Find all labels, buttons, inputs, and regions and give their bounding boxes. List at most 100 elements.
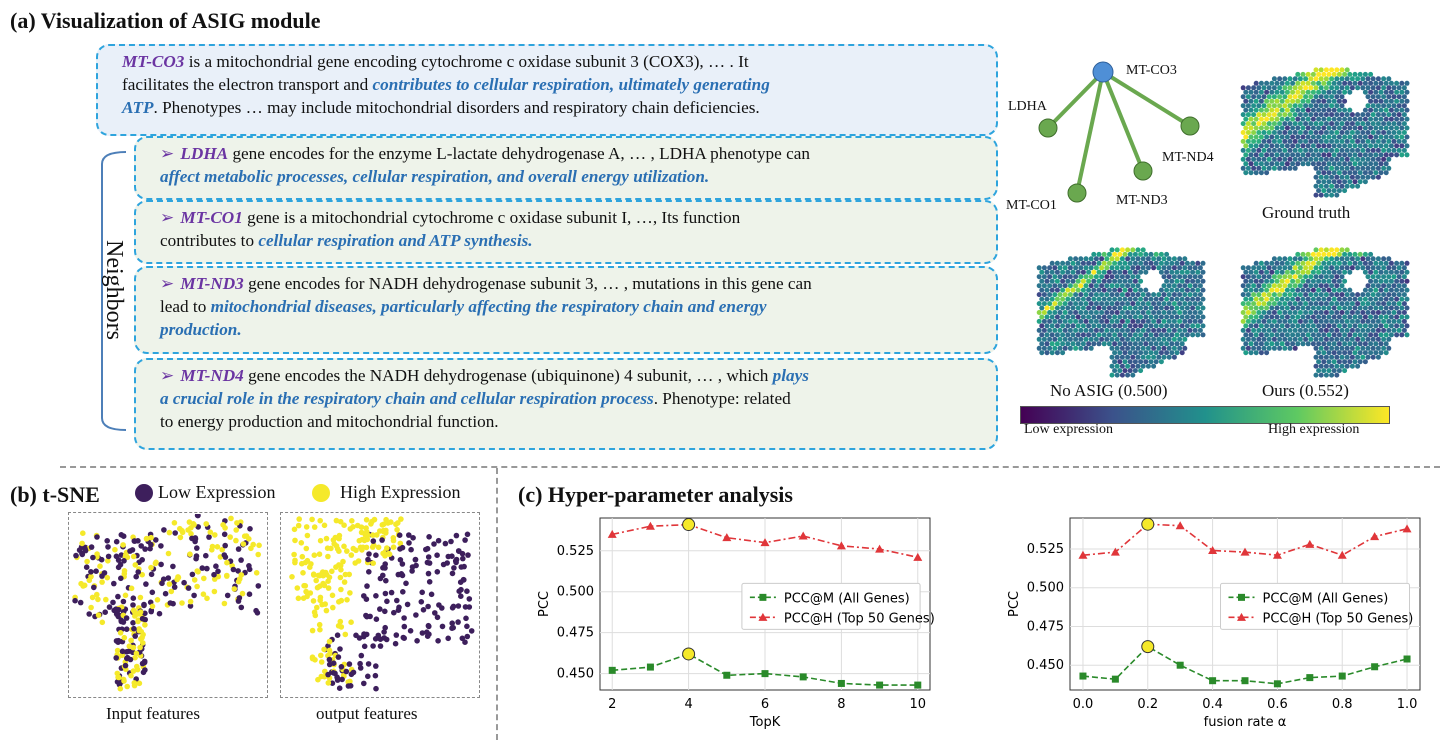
tsne-point — [357, 665, 364, 671]
tsne-point — [401, 615, 407, 621]
tsne-point — [72, 597, 78, 604]
tsne-point — [312, 612, 319, 619]
tsne-point — [434, 614, 441, 621]
tsne-point — [105, 544, 111, 550]
tsne-point — [336, 685, 343, 691]
tsne-point — [316, 551, 323, 557]
tsne-point — [167, 600, 174, 606]
data-point — [646, 663, 654, 671]
tsne-point — [195, 569, 201, 575]
data-point — [760, 538, 770, 547]
tsne-point — [336, 599, 342, 605]
tsne-point — [127, 548, 133, 554]
tsne-point — [448, 538, 454, 545]
tsne-point — [80, 583, 86, 589]
tsne-point — [82, 545, 88, 552]
tsne-point — [86, 611, 92, 617]
tsne-point — [139, 615, 146, 622]
neighbor-highlight: mitochondrial diseases, particularly aff… — [210, 297, 767, 316]
tsne-point — [115, 593, 121, 600]
tsne-point — [139, 557, 145, 563]
data-point — [1110, 547, 1120, 556]
tsne-point — [156, 610, 163, 617]
tsne-point — [439, 605, 445, 611]
tsne-point — [177, 534, 184, 541]
tsne-point — [343, 668, 350, 675]
data-point — [1079, 672, 1087, 680]
tsne-point — [130, 602, 136, 608]
plot-frame — [1069, 517, 1421, 691]
tsne-point — [139, 571, 145, 578]
tsne-point — [373, 593, 379, 599]
data-point — [1175, 521, 1185, 530]
tsne-point — [128, 585, 135, 592]
tsne-point — [121, 558, 127, 564]
tsne-point — [350, 669, 357, 676]
tsne-point — [234, 520, 240, 526]
tsne-point — [315, 676, 321, 683]
y-tick-label: 0.525 — [557, 544, 594, 559]
tsne-point — [380, 521, 387, 528]
tsne-point — [292, 559, 298, 566]
tsne-point — [339, 676, 345, 683]
tsne-point — [142, 622, 148, 628]
tsne-point — [334, 632, 341, 638]
data-point — [1240, 547, 1250, 556]
tsne-point — [204, 565, 210, 572]
tsne-point — [148, 571, 155, 578]
tsne-point — [409, 564, 416, 570]
tsne-point — [458, 586, 464, 593]
tsne-point — [462, 537, 468, 543]
tsne-point — [221, 531, 228, 538]
tsne-point — [347, 590, 353, 596]
tsne-point — [338, 586, 344, 593]
neighbor-gene-name: MT-CO1 — [180, 208, 243, 227]
node-mt-co3 — [1092, 61, 1114, 83]
tsne-point — [91, 584, 97, 591]
input-features-frame — [68, 512, 268, 698]
neighbor-box-mt-co1: ➢ MT-CO1 gene is a mitochondrial cytochro… — [134, 200, 998, 264]
tsne-point — [246, 536, 252, 542]
tsne-point — [222, 542, 228, 549]
x-tick-label: 0.8 — [1332, 697, 1353, 712]
tsne-point — [342, 631, 349, 638]
tsne-point — [363, 612, 369, 619]
tsne-point — [131, 680, 138, 686]
tsne-point — [165, 550, 172, 557]
legend-marker — [759, 593, 767, 601]
neighbor-highlight: plays — [772, 366, 809, 385]
tsne-point — [404, 601, 411, 608]
tsne-point — [238, 604, 245, 611]
tsne-point — [255, 583, 262, 589]
tsne-point — [83, 564, 90, 570]
tsne-point — [428, 591, 435, 598]
tsne-point — [380, 550, 386, 557]
tsne-point — [224, 572, 230, 579]
data-point — [1337, 550, 1347, 559]
tsne-point — [76, 547, 83, 553]
tsne-point — [363, 517, 370, 523]
tsne-point — [445, 553, 452, 560]
tsne-point — [426, 534, 432, 540]
tsne-point — [113, 638, 120, 644]
tsne-point — [124, 683, 130, 690]
tsne-point — [186, 519, 193, 525]
neighbor-highlight: production. — [160, 320, 242, 339]
tsne-point — [337, 646, 343, 652]
neighbor-box-mt-nd3: ➢ MT-ND3 gene encodes for NADH dehydrogen… — [134, 266, 998, 354]
tsne-point — [399, 544, 406, 551]
tsne-point — [397, 540, 404, 547]
tsne-point — [102, 609, 108, 615]
high-expression-legend: High Expression — [340, 482, 461, 502]
tsne-point — [134, 663, 140, 670]
tsne-point — [154, 597, 161, 603]
arrow-icon: ➢ — [160, 208, 175, 227]
tsne-point — [291, 551, 297, 558]
data-point — [798, 531, 808, 540]
tsne-point — [435, 537, 442, 544]
tsne-point — [337, 518, 344, 525]
tsne-point — [449, 605, 456, 611]
fusion-rate-chart: 0.0 0.2 0.4 0.6 0.8 1.0 0.450 0.475 0.500 0.525 fu… — [1007, 517, 1421, 730]
tsne-point — [449, 570, 456, 577]
data-point — [799, 673, 807, 681]
